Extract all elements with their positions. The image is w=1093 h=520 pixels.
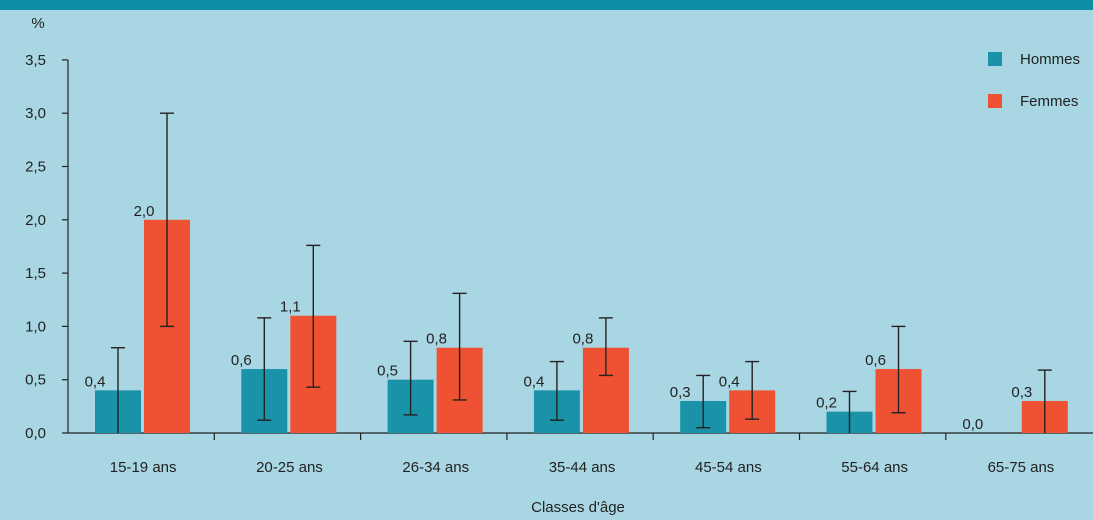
x-tick-label: 20-25 ans bbox=[256, 459, 323, 476]
y-tick-label: 0,5 bbox=[25, 372, 46, 389]
data-label-femmes: 0,4 bbox=[719, 373, 740, 390]
data-label-femmes: 1,1 bbox=[280, 299, 301, 316]
x-tick-label: 55-64 ans bbox=[841, 459, 908, 476]
y-tick-label: 3,5 bbox=[25, 52, 46, 69]
x-tick-label: 15-19 ans bbox=[110, 459, 177, 476]
data-label-femmes: 2,0 bbox=[134, 203, 155, 220]
x-tick-label: 45-54 ans bbox=[695, 459, 762, 476]
data-label-hommes: 0,0 bbox=[962, 416, 983, 433]
data-label-hommes: 0,2 bbox=[816, 395, 837, 412]
legend-swatch-femmes bbox=[988, 94, 1002, 108]
data-label-hommes: 0,4 bbox=[523, 373, 544, 390]
y-tick-label: 2,0 bbox=[25, 212, 46, 229]
header-bar bbox=[0, 0, 1093, 10]
data-label-femmes: 0,6 bbox=[865, 352, 886, 369]
data-label-femmes: 0,8 bbox=[426, 331, 447, 348]
data-label-hommes: 0,3 bbox=[670, 384, 691, 401]
x-axis-title: Classes d'âge bbox=[531, 499, 625, 516]
y-tick-label: 2,5 bbox=[25, 159, 46, 176]
y-axis-label: % bbox=[31, 15, 44, 32]
data-label-femmes: 0,3 bbox=[1011, 384, 1032, 401]
x-tick-label: 26-34 ans bbox=[402, 459, 469, 476]
data-label-hommes: 0,6 bbox=[231, 352, 252, 369]
y-tick-label: 1,0 bbox=[25, 318, 46, 335]
legend-label-femmes: Femmes bbox=[1020, 93, 1078, 110]
data-label-femmes: 0,8 bbox=[572, 331, 593, 348]
y-tick-label: 3,0 bbox=[25, 105, 46, 122]
x-tick-label: 35-44 ans bbox=[549, 459, 616, 476]
data-label-hommes: 0,4 bbox=[85, 373, 106, 390]
data-label-hommes: 0,5 bbox=[377, 363, 398, 380]
x-tick-label: 65-75 ans bbox=[988, 459, 1055, 476]
y-tick-label: 1,5 bbox=[25, 265, 46, 282]
y-tick-label: 0,0 bbox=[25, 425, 46, 442]
legend-swatch-hommes bbox=[988, 52, 1002, 66]
legend-label-hommes: Hommes bbox=[1020, 51, 1080, 68]
